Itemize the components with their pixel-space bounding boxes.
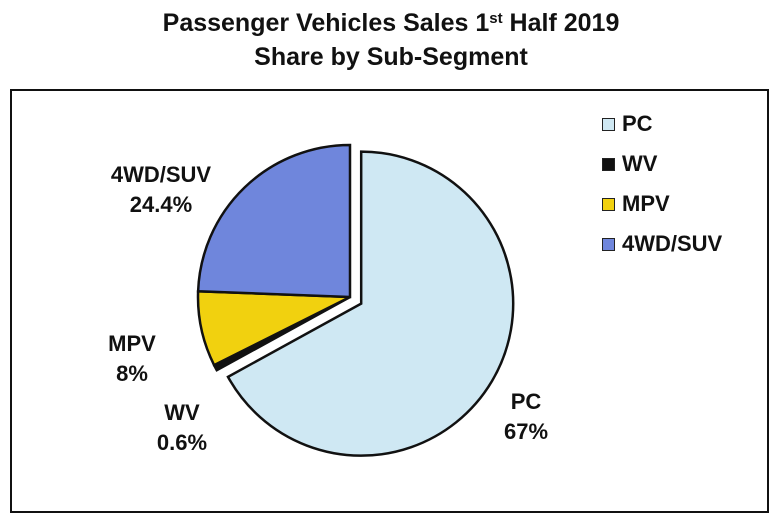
legend-item-mpv: MPV [602,184,722,224]
data-label-name: WV [164,400,200,425]
pie-slice-pc [226,150,515,457]
legend-item-wv: WV [602,144,722,184]
legend-item-pc: PC [602,104,722,144]
legend-label: WV [622,151,658,176]
legend-item-4wd-suv: 4WD/SUV [602,224,722,264]
chart-title-line-1: Passenger Vehicles Sales 1st Half 2019 [0,8,782,38]
legend-swatch-wv [602,157,615,171]
title-text: Passenger Vehicles Sales 1 [162,9,490,37]
data-label-name: MPV [108,331,156,356]
legend-swatch-4wd-suv [602,237,615,251]
chart-frame [10,89,769,513]
title-text-suffix: Half 2019 [502,9,620,37]
legend-swatch-mpv [602,197,615,211]
legend-swatch-pc [602,117,615,131]
title-superscript: st [489,10,503,27]
legend-label: 4WD/SUV [622,231,723,256]
data-label-mpv: MPV 8% [92,329,172,389]
data-label-value: 8% [116,361,148,386]
data-label-name: PC [510,389,542,414]
data-label-wv: WV 0.6% [142,398,222,458]
legend: PC WV MPV 4WD/SUV [602,104,722,264]
legend-label: PC [622,111,653,136]
pie-slice-4wd-suv [196,143,352,299]
data-label-value: 24.4% [129,192,193,217]
data-label-value: 67% [503,419,549,444]
data-label-4wd-suv: 4WD/SUV 24.4% [96,160,226,220]
chart-title-line-2: Share by Sub-Segment [254,43,528,71]
legend-label: MPV [622,191,670,216]
data-label-name: 4WD/SUV [110,162,212,187]
data-label-pc: PC 67% [486,387,566,447]
data-label-value: 0.6% [156,430,208,455]
